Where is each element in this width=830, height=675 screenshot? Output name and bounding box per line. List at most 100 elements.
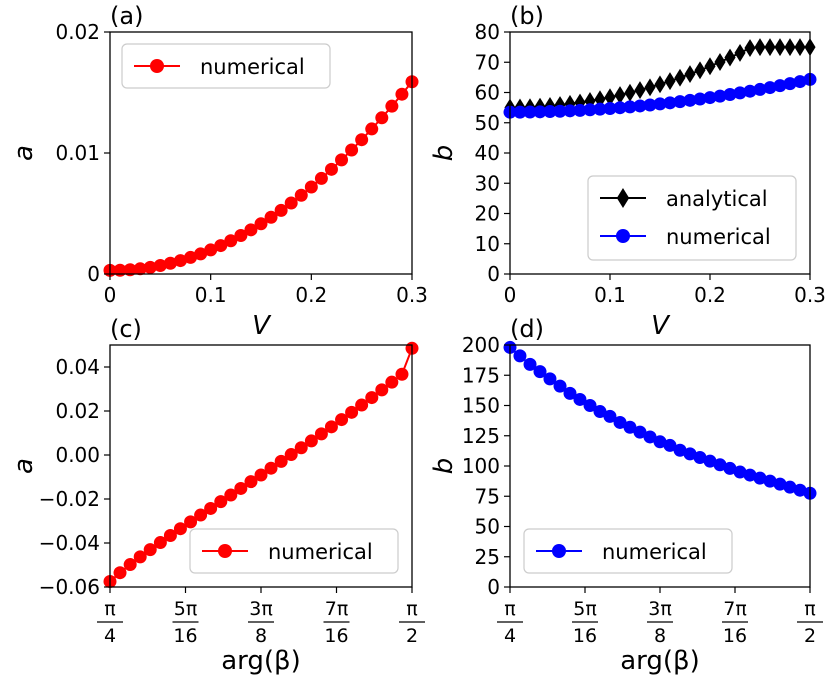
data-point <box>234 481 248 495</box>
data-point <box>754 38 766 57</box>
data-point <box>573 103 587 117</box>
x-axis-label: V <box>252 311 272 341</box>
data-point <box>643 98 657 112</box>
data-point <box>674 68 686 87</box>
y-tick-label: 0 <box>487 262 500 286</box>
data-point <box>254 468 268 482</box>
data-point <box>693 451 707 465</box>
data-point <box>794 38 806 57</box>
legend: numerical <box>189 528 399 574</box>
legend: numerical <box>121 43 331 89</box>
x-tick-label: 0.2 <box>295 283 327 307</box>
data-point <box>284 196 298 210</box>
data-point <box>133 262 147 276</box>
data-point <box>593 405 607 419</box>
data-point <box>733 86 747 100</box>
y-axis-label: a <box>9 458 39 474</box>
series-group <box>103 341 419 588</box>
x-tick-label: 0.3 <box>396 283 428 307</box>
data-point <box>324 420 338 434</box>
data-point <box>743 468 757 482</box>
data-point <box>703 91 717 105</box>
y-tick-label: 25 <box>475 545 500 569</box>
data-point <box>173 254 187 268</box>
legend-label: analytical <box>666 187 768 211</box>
data-point <box>533 365 547 379</box>
data-point <box>763 81 777 95</box>
y-tick-label: 0.02 <box>55 20 100 44</box>
x-tick-numerator: 3π <box>648 598 672 620</box>
data-point <box>684 65 696 84</box>
data-point <box>395 87 409 101</box>
y-tick-label: 100 <box>462 454 500 478</box>
x-tick-label: 0.2 <box>694 283 726 307</box>
data-point <box>603 101 617 115</box>
legend-marker <box>616 188 630 208</box>
y-tick-label: 0 <box>87 262 100 286</box>
y-tick-label: 0.04 <box>55 355 100 379</box>
x-tick-numerator: π <box>406 598 417 620</box>
data-point <box>153 259 167 273</box>
data-point <box>624 83 636 102</box>
y-tick-label: 50 <box>475 111 500 135</box>
data-point <box>543 105 557 119</box>
data-point <box>744 39 756 57</box>
y-tick-label: 70 <box>475 50 500 74</box>
data-point <box>613 415 627 429</box>
data-point <box>314 171 328 185</box>
y-tick-label: 60 <box>475 81 500 105</box>
data-point <box>395 367 409 381</box>
data-point <box>513 105 527 119</box>
legend-label: numerical <box>602 540 707 564</box>
data-point <box>304 180 318 194</box>
data-point <box>644 78 656 97</box>
data-point <box>553 104 567 118</box>
data-point <box>723 88 737 102</box>
data-point <box>653 435 667 449</box>
data-point <box>713 458 727 472</box>
data-point <box>653 97 667 111</box>
data-point <box>324 162 338 176</box>
series-group <box>503 340 817 500</box>
data-point <box>375 383 389 397</box>
data-point <box>123 263 137 277</box>
data-point <box>724 48 736 67</box>
x-tick-denominator: 16 <box>573 625 597 647</box>
legend-frame <box>523 528 733 574</box>
data-point <box>763 474 777 488</box>
data-point <box>784 38 796 57</box>
legend: analytical numerical <box>587 175 797 261</box>
y-axis-label: b <box>429 458 459 475</box>
y-tick-label: 150 <box>462 394 500 418</box>
data-point <box>673 95 687 109</box>
data-point <box>304 434 318 448</box>
data-point <box>113 566 127 580</box>
x-tick-denominator: 16 <box>173 625 197 647</box>
data-point <box>355 398 369 412</box>
x-tick-denominator: 16 <box>723 625 747 647</box>
data-point <box>714 53 726 71</box>
data-point <box>214 495 228 509</box>
data-point <box>184 250 198 264</box>
x-tick-label: 0.3 <box>794 283 826 307</box>
data-point <box>663 438 677 452</box>
data-point <box>583 103 597 117</box>
x-tick-label: 0.1 <box>594 283 626 307</box>
data-point <box>133 550 147 564</box>
legend-marker <box>616 229 630 243</box>
y-tick-label: 0.00 <box>55 443 100 467</box>
data-point <box>773 477 787 491</box>
x-axis-label: arg(β) <box>221 646 301 675</box>
data-point <box>143 260 157 274</box>
data-point <box>614 86 626 105</box>
data-point <box>335 153 349 167</box>
data-point <box>224 234 238 248</box>
data-point <box>583 399 597 412</box>
data-point <box>163 529 177 543</box>
data-point <box>774 38 786 57</box>
data-point <box>704 57 716 76</box>
x-tick-denominator: 2 <box>804 625 816 647</box>
data-point <box>153 536 167 550</box>
legend-marker <box>552 544 566 558</box>
